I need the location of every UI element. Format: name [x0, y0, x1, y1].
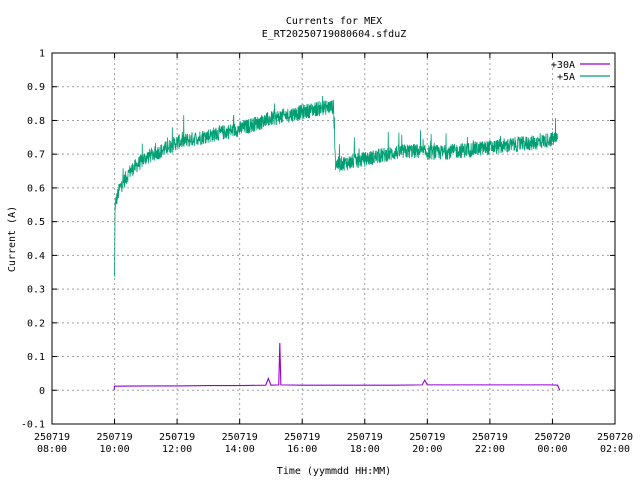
chart-subtitle: E_RT20250719080604.sfduZ — [262, 29, 407, 40]
x-tick-date: 250719 — [96, 432, 132, 443]
x-tick-date: 250719 — [472, 432, 508, 443]
chart-title: Currents for MEX — [286, 16, 382, 27]
x-tick-time: 10:00 — [100, 444, 130, 455]
x-tick-time: 02:00 — [600, 444, 630, 455]
y-tick-label: 0.8 — [27, 116, 45, 127]
series-line-5a — [114, 96, 559, 277]
y-tick-label: 0.4 — [27, 251, 45, 262]
series-layer — [113, 96, 561, 391]
x-tick-date: 250719 — [347, 432, 383, 443]
legend-label-30a: +30A — [551, 60, 575, 71]
x-tick-date: 250720 — [597, 432, 633, 443]
y-tick-label: 0.6 — [27, 183, 45, 194]
x-axis: 25071908:0025071910:0025071912:002507191… — [34, 53, 633, 455]
x-tick-date: 250719 — [159, 432, 195, 443]
x-tick-date: 250719 — [222, 432, 258, 443]
x-tick-date: 250719 — [284, 432, 320, 443]
y-tick-label: -0.1 — [21, 420, 45, 431]
x-tick-time: 14:00 — [225, 444, 255, 455]
x-tick-time: 16:00 — [287, 444, 317, 455]
series-line-30a — [113, 343, 561, 391]
y-tick-label: 0.7 — [27, 150, 45, 161]
x-tick-time: 08:00 — [37, 444, 67, 455]
y-tick-label: 0.1 — [27, 352, 45, 363]
y-tick-label: 1 — [39, 49, 45, 60]
y-tick-label: 0 — [39, 386, 45, 397]
x-tick-date: 250720 — [534, 432, 570, 443]
y-tick-label: 0.3 — [27, 285, 45, 296]
y-tick-label: 0.5 — [27, 217, 45, 228]
legend: +30A +5A — [551, 60, 610, 83]
y-axis-label: Current (A) — [7, 206, 18, 272]
x-tick-time: 12:00 — [162, 444, 192, 455]
x-axis-label: Time (yymmdd HH:MM) — [277, 466, 391, 477]
legend-label-5a: +5A — [557, 72, 575, 83]
x-tick-time: 22:00 — [475, 444, 505, 455]
y-tick-label: 0.2 — [27, 318, 45, 329]
x-tick-time: 00:00 — [537, 444, 567, 455]
plot-frame — [51, 52, 616, 425]
y-axis: -0.1 0 0.1 0.2 0.3 0.4 0.5 0.6 0.7 0.8 0.9 1 — [21, 49, 615, 431]
x-tick-time: 20:00 — [412, 444, 442, 455]
x-tick-time: 18:00 — [350, 444, 380, 455]
x-tick-date: 250719 — [34, 432, 70, 443]
y-tick-label: 0.9 — [27, 82, 45, 93]
x-tick-date: 250719 — [409, 432, 445, 443]
